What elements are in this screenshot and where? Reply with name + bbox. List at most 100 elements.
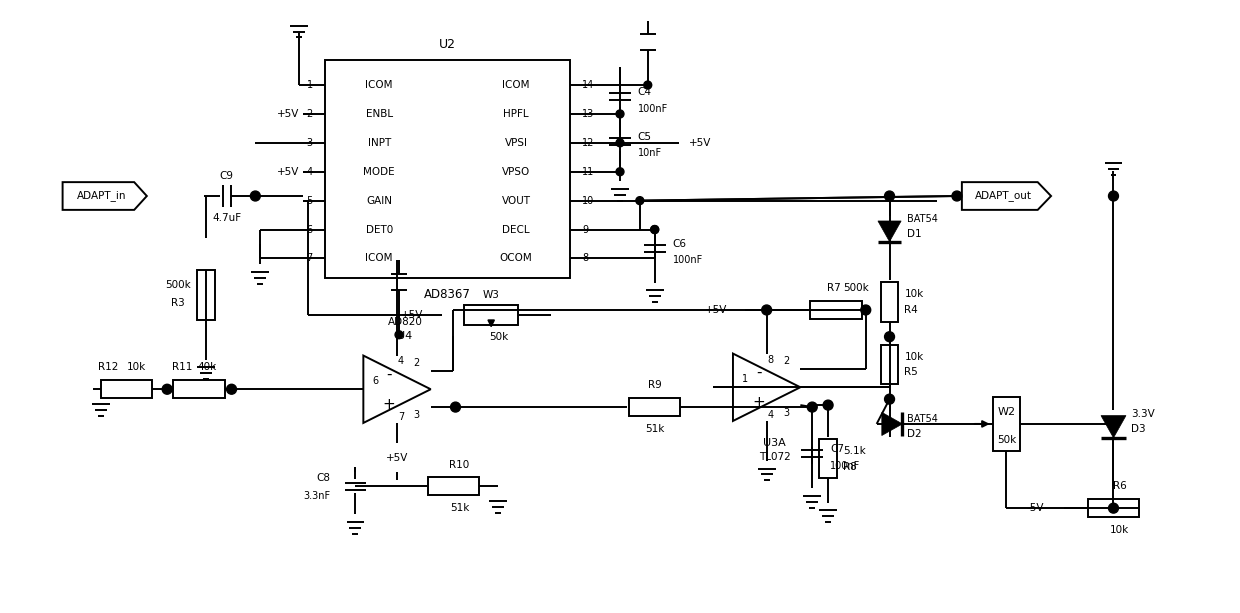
Text: R12: R12: [98, 362, 119, 373]
Text: 3: 3: [784, 408, 790, 418]
Circle shape: [651, 226, 658, 234]
Text: W2: W2: [997, 407, 1016, 417]
Text: OCOM: OCOM: [500, 253, 532, 264]
Text: 10k: 10k: [904, 289, 924, 299]
Text: 3: 3: [414, 410, 420, 420]
Polygon shape: [1101, 416, 1126, 438]
Text: 9: 9: [583, 224, 589, 235]
Text: 4: 4: [398, 357, 404, 367]
Text: R11: R11: [172, 362, 192, 373]
Text: 10k: 10k: [1110, 525, 1130, 535]
Text: R4: R4: [904, 305, 918, 315]
Text: C4: C4: [637, 87, 652, 97]
Text: 10nF: 10nF: [637, 148, 662, 158]
Circle shape: [884, 191, 894, 201]
Text: DET0: DET0: [366, 224, 393, 235]
Text: ENBL: ENBL: [366, 109, 393, 119]
Text: 10k: 10k: [904, 351, 924, 362]
Text: U4: U4: [397, 331, 413, 341]
Text: 11: 11: [583, 167, 595, 177]
Text: TL072: TL072: [759, 452, 790, 462]
Text: 51k: 51k: [645, 424, 665, 434]
Text: AD820: AD820: [388, 317, 423, 327]
Text: VOUT: VOUT: [501, 196, 531, 205]
Text: 51k: 51k: [450, 503, 469, 513]
Text: -: -: [756, 365, 761, 380]
Text: 5.1k: 5.1k: [843, 446, 866, 455]
Text: BAT54: BAT54: [908, 414, 939, 424]
Bar: [100, 380, 153, 398]
Text: U2: U2: [439, 38, 456, 51]
Text: 4: 4: [768, 410, 774, 420]
Text: ICOM: ICOM: [366, 80, 393, 90]
Circle shape: [651, 226, 658, 234]
Text: 2: 2: [306, 109, 312, 119]
Text: GAIN: GAIN: [366, 196, 392, 205]
Text: VPSO: VPSO: [502, 167, 529, 177]
Text: U3A: U3A: [763, 438, 786, 447]
Text: 13: 13: [583, 109, 595, 119]
Text: 3.3nF: 3.3nF: [304, 491, 331, 501]
Text: C7: C7: [830, 444, 844, 454]
Text: ADAPT_in: ADAPT_in: [77, 191, 126, 202]
Text: C5: C5: [637, 132, 652, 142]
Text: 2: 2: [414, 359, 420, 368]
Bar: [464, 305, 518, 325]
Text: +5V: +5V: [277, 109, 299, 119]
Text: C6: C6: [672, 238, 687, 249]
Circle shape: [450, 402, 460, 412]
Polygon shape: [882, 413, 903, 435]
Text: 8: 8: [583, 253, 589, 264]
Circle shape: [884, 332, 894, 341]
Text: C9: C9: [219, 171, 233, 181]
Circle shape: [227, 384, 237, 394]
Bar: [1087, 499, 1140, 517]
Bar: [428, 478, 480, 495]
Circle shape: [884, 394, 894, 404]
Text: +5V: +5V: [689, 138, 712, 148]
Text: BAT54: BAT54: [908, 214, 939, 224]
Text: R5: R5: [904, 367, 918, 378]
Bar: [174, 380, 224, 398]
Circle shape: [616, 139, 624, 147]
Text: HPFL: HPFL: [503, 109, 528, 119]
Text: C8: C8: [316, 473, 331, 484]
Text: 500k: 500k: [165, 280, 191, 290]
Text: 12: 12: [583, 138, 595, 148]
Text: R9: R9: [647, 380, 662, 390]
Text: 100nF: 100nF: [830, 460, 861, 471]
Text: 7: 7: [306, 253, 312, 264]
Text: 50k: 50k: [490, 332, 508, 341]
Bar: [992, 397, 1021, 451]
Text: 1: 1: [742, 375, 748, 384]
Circle shape: [1109, 191, 1118, 201]
Text: 50k: 50k: [997, 435, 1016, 445]
Text: D1: D1: [908, 229, 923, 238]
Text: 10: 10: [583, 196, 595, 205]
Circle shape: [807, 402, 817, 412]
Text: 100nF: 100nF: [637, 104, 668, 114]
Circle shape: [861, 305, 870, 315]
Text: 8: 8: [768, 354, 774, 365]
Text: R7: R7: [827, 283, 841, 293]
Bar: [197, 270, 215, 320]
Text: -5V: -5V: [1027, 503, 1044, 513]
Circle shape: [162, 384, 172, 394]
Text: VPSI: VPSI: [505, 138, 527, 148]
Circle shape: [616, 168, 624, 176]
Polygon shape: [878, 221, 901, 242]
Bar: [820, 439, 837, 478]
Text: 100nF: 100nF: [672, 256, 703, 265]
Text: 5: 5: [306, 196, 312, 205]
Text: R3: R3: [171, 298, 185, 308]
Bar: [629, 398, 681, 416]
Text: 3.3V: 3.3V: [1131, 409, 1156, 419]
Text: 6: 6: [306, 224, 312, 235]
Circle shape: [1109, 503, 1118, 513]
Circle shape: [823, 400, 833, 410]
Text: DECL: DECL: [502, 224, 529, 235]
Circle shape: [250, 191, 260, 201]
Text: W3: W3: [482, 290, 500, 300]
Text: 14: 14: [583, 80, 595, 90]
Text: +: +: [383, 397, 396, 411]
